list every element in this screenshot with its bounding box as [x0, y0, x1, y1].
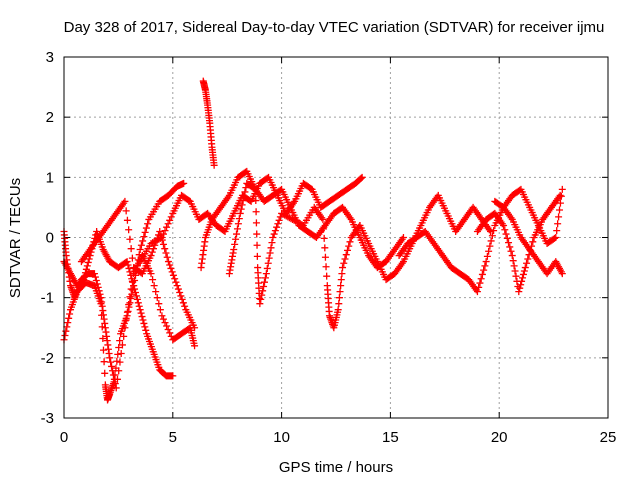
y-tick-label: 1	[46, 169, 54, 186]
chart-title: Day 328 of 2017, Sidereal Day-to-day VTE…	[64, 19, 605, 36]
y-axis-label: SDTVAR / TECUs	[7, 178, 24, 298]
x-tick-label: 5	[169, 429, 177, 446]
sdtvar-chart: 0 5 10 15 20 25 -3 -2 -1 0 1 2 3 Day 328 of 2017, Si…	[0, 0, 640, 480]
x-tick-label: 15	[382, 429, 399, 446]
y-tick-label: -3	[41, 410, 54, 427]
x-tick-label: 0	[60, 429, 68, 446]
x-tick-label: 25	[600, 429, 617, 446]
y-tick-label: 0	[46, 230, 54, 247]
y-tick-label: 2	[46, 109, 54, 126]
y-tick-label: 3	[46, 49, 54, 66]
x-tick-label: 20	[491, 429, 508, 446]
y-tick-label: -1	[41, 290, 54, 307]
x-axis-label: GPS time / hours	[279, 459, 393, 476]
y-tick-label: -2	[41, 350, 54, 367]
x-tick-label: 10	[273, 429, 290, 446]
